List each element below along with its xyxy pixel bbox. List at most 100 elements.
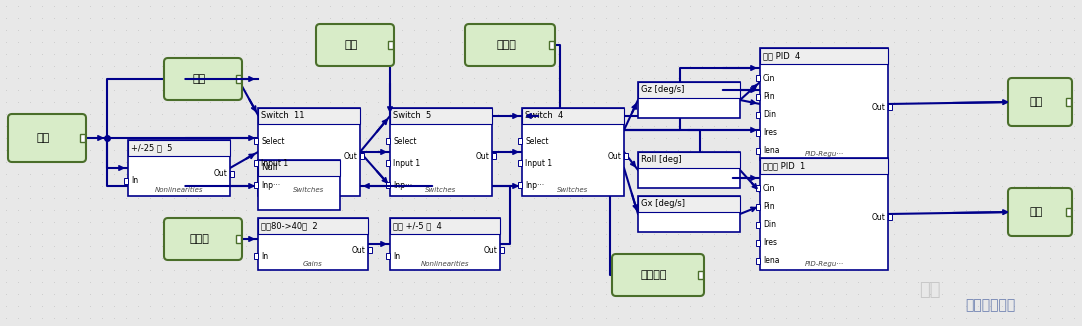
Bar <box>638 196 740 212</box>
FancyBboxPatch shape <box>8 114 85 162</box>
Text: 方向: 方向 <box>1029 97 1043 107</box>
Text: Switches: Switches <box>293 187 325 193</box>
Bar <box>756 258 760 264</box>
Bar <box>518 139 522 144</box>
Bar <box>254 160 258 166</box>
Text: Gz [deg/s]: Gz [deg/s] <box>641 85 685 95</box>
Bar <box>386 139 390 144</box>
Text: In: In <box>393 252 400 261</box>
Text: 侧滑 PID  4: 侧滑 PID 4 <box>763 52 801 61</box>
Text: Pin: Pin <box>763 202 775 211</box>
Bar <box>698 271 703 279</box>
Bar <box>638 152 740 168</box>
Bar <box>230 171 234 177</box>
Text: Switches: Switches <box>557 187 589 193</box>
FancyBboxPatch shape <box>465 24 555 66</box>
Bar <box>254 182 258 188</box>
Text: Out: Out <box>871 213 885 222</box>
Bar <box>888 214 892 220</box>
Text: Out: Out <box>343 152 357 161</box>
Bar <box>756 130 760 136</box>
Text: 保护: 保护 <box>193 74 206 84</box>
Bar <box>638 82 740 98</box>
Text: Out: Out <box>607 152 621 161</box>
Text: Select: Select <box>525 137 549 146</box>
Bar <box>756 76 760 82</box>
Text: Out: Out <box>484 246 497 255</box>
Text: 航向: 航向 <box>37 133 50 143</box>
Text: Ires: Ires <box>763 128 777 137</box>
Text: Select: Select <box>261 137 285 146</box>
Text: PID-Regu···: PID-Regu··· <box>804 151 844 157</box>
Text: 增益80->40度  2: 增益80->40度 2 <box>261 221 318 230</box>
Bar <box>80 134 85 142</box>
Text: 副翼杆: 副翼杆 <box>189 234 209 244</box>
Bar <box>390 218 500 234</box>
Bar <box>258 160 340 210</box>
Bar <box>549 41 554 49</box>
Text: In: In <box>261 252 268 261</box>
Text: Input 1: Input 1 <box>525 159 552 168</box>
Bar <box>760 48 888 64</box>
FancyBboxPatch shape <box>1008 188 1072 236</box>
Bar <box>236 235 241 243</box>
Bar <box>386 253 390 259</box>
Bar <box>756 112 760 118</box>
Text: Input 1: Input 1 <box>261 159 288 168</box>
Text: Switch  11: Switch 11 <box>261 111 304 121</box>
Text: 副翼: 副翼 <box>1029 207 1043 217</box>
Text: Switch  5: Switch 5 <box>393 111 432 121</box>
Text: PID-Regu···: PID-Regu··· <box>804 261 844 267</box>
Bar <box>624 154 628 159</box>
Text: Cin: Cin <box>763 74 776 83</box>
Text: +/-25 度  5: +/-25 度 5 <box>131 143 172 153</box>
Bar <box>128 140 230 196</box>
Bar <box>124 178 128 184</box>
Bar <box>492 154 496 159</box>
Text: Out: Out <box>475 152 489 161</box>
Bar <box>756 148 760 154</box>
Text: 改平: 改平 <box>344 40 358 50</box>
Bar <box>254 139 258 144</box>
FancyBboxPatch shape <box>1008 78 1072 126</box>
Text: 半自动: 半自动 <box>496 40 516 50</box>
FancyBboxPatch shape <box>316 24 394 66</box>
Bar <box>360 154 364 159</box>
Bar <box>522 108 624 196</box>
Text: Iena: Iena <box>763 146 779 156</box>
Bar <box>258 218 368 234</box>
Text: Out: Out <box>352 246 365 255</box>
Text: Out: Out <box>213 170 227 179</box>
Bar <box>368 247 372 253</box>
Bar <box>388 41 393 49</box>
Text: Switches: Switches <box>425 187 457 193</box>
Text: Nonlinearities: Nonlinearities <box>155 187 203 193</box>
Text: Input 1: Input 1 <box>393 159 420 168</box>
Text: Ires: Ires <box>763 238 777 247</box>
Bar <box>756 94 760 100</box>
Bar <box>522 108 624 124</box>
Bar <box>756 204 760 210</box>
Text: 横侧控制通道: 横侧控制通道 <box>965 298 1015 312</box>
Bar <box>1066 208 1071 216</box>
Bar <box>1066 98 1071 106</box>
FancyBboxPatch shape <box>164 218 242 260</box>
Bar <box>756 240 760 246</box>
Bar <box>258 108 360 196</box>
Bar <box>756 222 760 228</box>
Bar <box>258 108 360 124</box>
Text: Pin: Pin <box>763 92 775 101</box>
Bar <box>638 82 740 118</box>
Bar <box>128 140 230 156</box>
Bar <box>390 108 492 196</box>
Text: Inp···: Inp··· <box>525 181 544 190</box>
Bar <box>386 160 390 166</box>
Text: Null: Null <box>261 164 277 172</box>
Text: 知乎: 知乎 <box>920 281 940 299</box>
Text: Cin: Cin <box>763 184 776 193</box>
Text: 积分重置: 积分重置 <box>641 270 668 280</box>
Bar <box>390 218 500 270</box>
Bar <box>760 158 888 174</box>
Text: Iena: Iena <box>763 257 779 265</box>
Text: Inp···: Inp··· <box>393 181 412 190</box>
